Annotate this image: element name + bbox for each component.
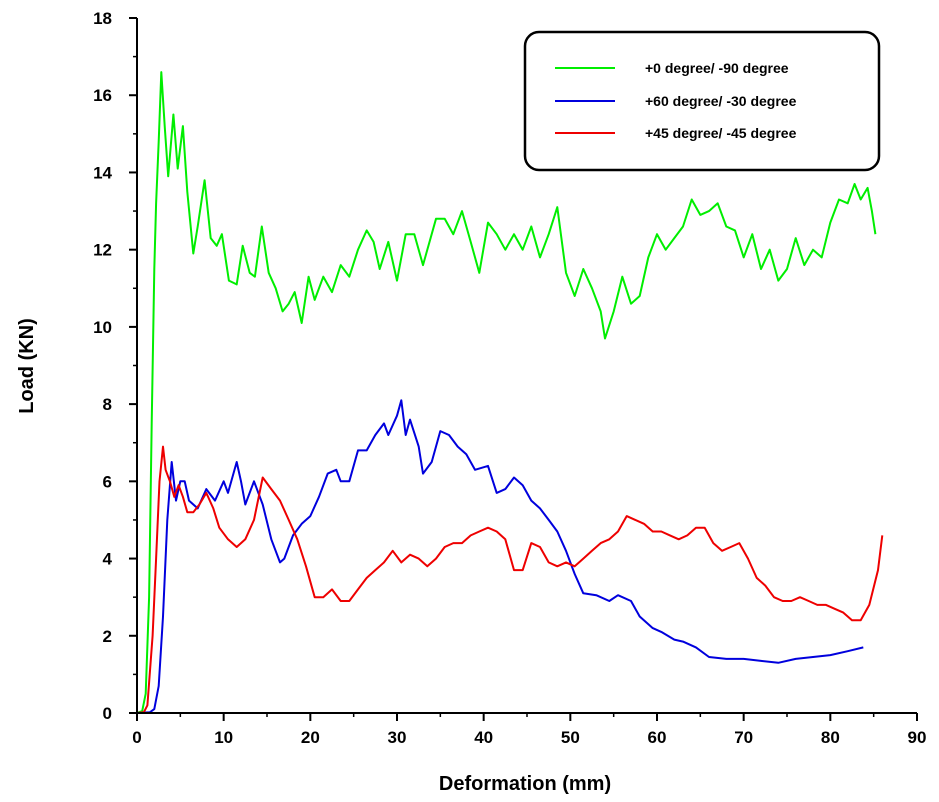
y-tick-label-2: 4 xyxy=(103,550,113,569)
x-tick-label-6: 60 xyxy=(648,728,667,747)
legend-label-1: +60 degree/ -30 degree xyxy=(645,93,797,109)
x-tick-label-4: 40 xyxy=(474,728,493,747)
series-line-1 xyxy=(136,399,864,714)
x-tick-label-8: 80 xyxy=(821,728,840,747)
x-tick-label-0: 0 xyxy=(132,728,141,747)
x-tick-label-1: 10 xyxy=(214,728,233,747)
series-line-0 xyxy=(136,71,877,714)
y-tick-label-8: 16 xyxy=(93,86,112,105)
x-tick-label-5: 50 xyxy=(561,728,580,747)
y-tick-label-6: 12 xyxy=(93,241,112,260)
x-tick-label-9: 90 xyxy=(908,728,927,747)
legend-label-2: +45 degree/ -45 degree xyxy=(645,125,797,141)
x-axis-title: Deformation (mm) xyxy=(439,773,611,795)
y-tick-label-7: 14 xyxy=(93,163,112,182)
tick-labels: 0 10 20 30 40 50 60 70 80 90 0 2 4 6 8 10 12 14 16 18 xyxy=(93,9,926,747)
series-lines xyxy=(136,71,884,714)
y-axis-title: Load (KN) xyxy=(16,318,38,414)
y-tick-label-3: 6 xyxy=(103,472,112,491)
legend-box xyxy=(523,30,881,172)
legend-label-0: +0 degree/ -90 degree xyxy=(645,60,789,76)
x-tick-label-3: 30 xyxy=(388,728,407,747)
y-tick-label-1: 2 xyxy=(103,627,112,646)
y-tick-label-9: 18 xyxy=(93,9,112,28)
y-tick-label-0: 0 xyxy=(103,704,112,723)
series-line-2 xyxy=(136,445,884,714)
legend: +0 degree/ -90 degree +60 degree/ -30 de… xyxy=(523,30,881,172)
x-tick-label-2: 20 xyxy=(301,728,320,747)
y-tick-label-5: 10 xyxy=(93,318,112,337)
x-tick-label-7: 70 xyxy=(734,728,753,747)
y-tick-label-4: 8 xyxy=(103,395,112,414)
